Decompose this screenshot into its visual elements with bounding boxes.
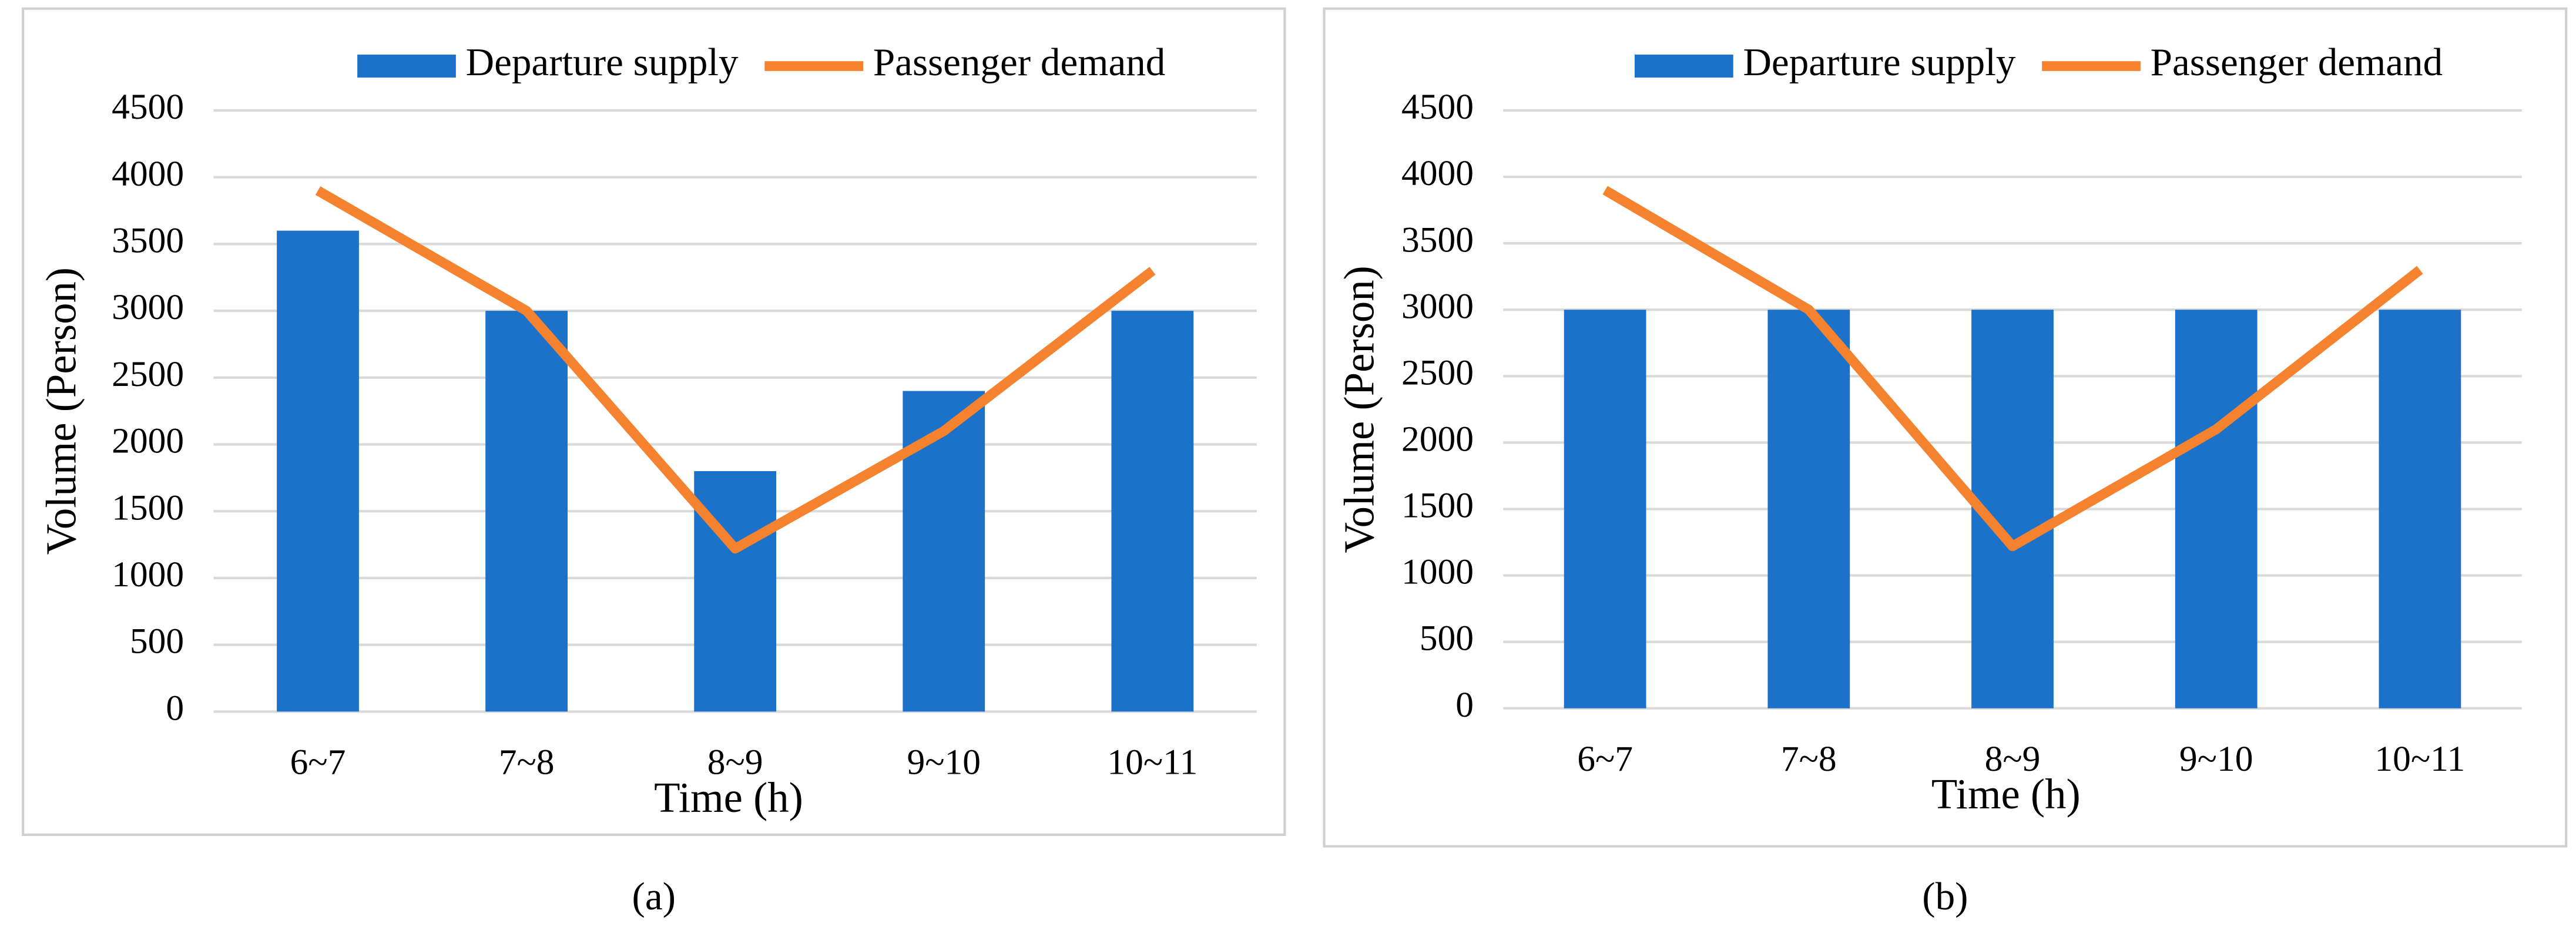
caption: (a): [632, 874, 676, 918]
y-tick-label: 1500: [112, 488, 184, 528]
legend-swatch: [1634, 54, 1733, 78]
y-axis-title: Volume (Person): [1335, 266, 1383, 553]
bar: [2379, 310, 2461, 708]
legend-swatch: [357, 54, 456, 78]
chart-frame: [1323, 7, 2568, 848]
x-tick-label: 8~9: [1985, 739, 2041, 779]
y-tick-label: 4000: [1401, 153, 1474, 193]
y-tick-label: 2500: [1401, 352, 1474, 392]
y-tick-label: 1500: [1401, 486, 1474, 526]
line: [1602, 186, 2423, 552]
legend-label: Passenger demand: [2151, 40, 2443, 84]
y-tick-label: 3000: [112, 287, 184, 327]
y-tick-label: 3500: [1401, 220, 1474, 260]
x-tick-label: 7~8: [1781, 739, 1837, 779]
y-tick-label: 4000: [112, 154, 184, 194]
bar: [485, 311, 568, 712]
bar: [2175, 310, 2258, 708]
bar: [1767, 310, 1850, 708]
x-tick-label: 9~10: [2179, 739, 2253, 779]
x-tick-label: 6~7: [290, 743, 346, 782]
line: [315, 186, 1156, 554]
x-tick-label: 10~11: [1107, 743, 1198, 782]
y-tick-label: 2000: [112, 421, 184, 461]
bar: [694, 471, 777, 712]
y-tick-label: 1000: [1401, 552, 1474, 592]
y-tick-label: 0: [166, 688, 184, 728]
y-tick-label: 500: [1420, 619, 1474, 659]
legend-label: Departure supply: [466, 40, 739, 84]
x-tick-label: 6~7: [1577, 739, 1633, 779]
y-tick-label: 0: [1455, 685, 1474, 725]
x-axis-title: Time (h): [654, 774, 803, 821]
y-tick-label: 1000: [112, 555, 184, 595]
y-tick-label: 2500: [112, 354, 184, 394]
legend-label: Passenger demand: [873, 40, 1165, 84]
x-axis-title: Time (h): [1931, 770, 2081, 818]
y-axis-title: Volume (Person): [38, 267, 85, 555]
y-tick-label: 2000: [1401, 419, 1474, 459]
y-tick-label: 500: [130, 622, 184, 661]
y-tick-label: 3000: [1401, 286, 1474, 326]
caption: (b): [1922, 874, 1968, 918]
bar: [1564, 310, 1646, 708]
y-tick-label: 3500: [112, 221, 184, 261]
chart-frame: [22, 7, 1286, 837]
bar: [1111, 311, 1194, 712]
y-tick-label: 4500: [112, 87, 184, 127]
legend-label: Departure supply: [1743, 40, 2015, 84]
x-tick-label: 8~9: [707, 743, 763, 782]
bar: [903, 391, 985, 712]
y-tick-label: 4500: [1401, 87, 1474, 127]
x-tick-label: 9~10: [907, 743, 981, 782]
x-tick-label: 7~8: [499, 743, 555, 782]
x-tick-label: 10~11: [2374, 739, 2465, 779]
bar: [277, 230, 359, 712]
